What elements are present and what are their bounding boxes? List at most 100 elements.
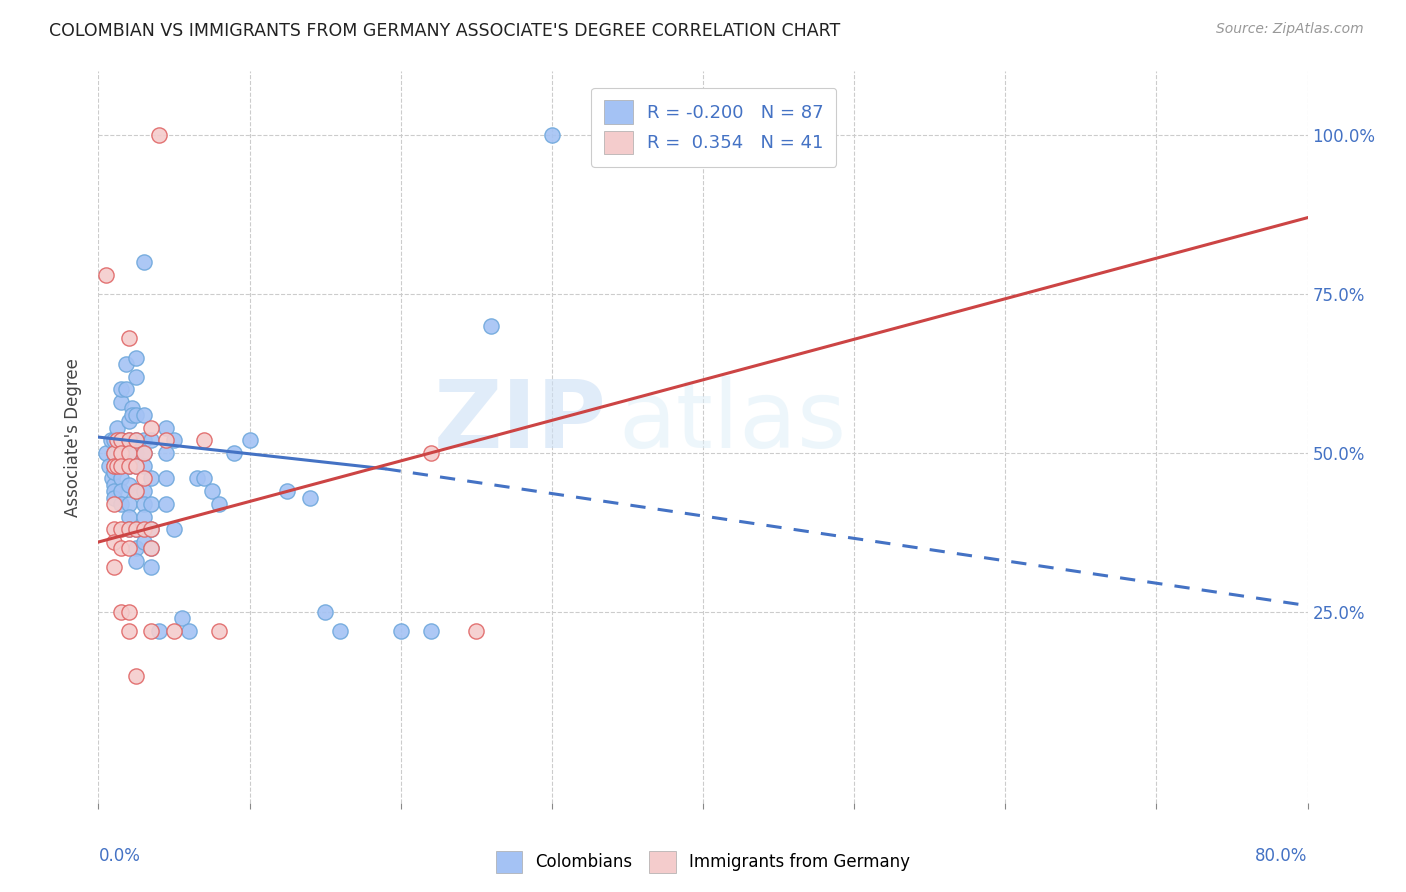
Point bbox=[118, 477, 141, 491]
Point bbox=[179, 624, 201, 638]
Point bbox=[118, 522, 141, 536]
Point bbox=[125, 408, 148, 422]
Point bbox=[118, 434, 141, 448]
Point bbox=[141, 471, 163, 485]
Point bbox=[125, 484, 148, 499]
Point bbox=[125, 484, 148, 499]
Point bbox=[110, 383, 132, 397]
Point bbox=[208, 624, 231, 638]
Point bbox=[110, 484, 132, 499]
Point bbox=[193, 471, 215, 485]
Point bbox=[118, 458, 141, 473]
Point bbox=[103, 446, 125, 460]
Point bbox=[100, 434, 122, 448]
Point bbox=[103, 446, 125, 460]
Point bbox=[132, 522, 155, 536]
Text: 80.0%: 80.0% bbox=[1256, 847, 1308, 864]
Point bbox=[125, 458, 148, 473]
Point bbox=[141, 624, 163, 638]
Point bbox=[141, 420, 163, 434]
Point bbox=[141, 560, 163, 574]
Point bbox=[125, 541, 148, 556]
Point bbox=[201, 484, 224, 499]
Point bbox=[105, 458, 128, 473]
Point bbox=[155, 434, 177, 448]
Point bbox=[125, 522, 148, 536]
Legend: Colombians, Immigrants from Germany: Colombians, Immigrants from Germany bbox=[489, 845, 917, 880]
Point bbox=[148, 624, 170, 638]
Point bbox=[132, 484, 155, 499]
Point bbox=[329, 624, 352, 638]
Point bbox=[125, 351, 148, 365]
Point bbox=[114, 357, 136, 371]
Point bbox=[103, 458, 125, 473]
Point bbox=[103, 484, 125, 499]
Point bbox=[101, 471, 124, 485]
Point bbox=[94, 268, 117, 282]
Point bbox=[125, 668, 148, 682]
Point bbox=[118, 522, 141, 536]
Point bbox=[125, 554, 148, 568]
Point bbox=[540, 128, 562, 142]
Point bbox=[114, 383, 136, 397]
Point bbox=[125, 458, 148, 473]
Point bbox=[132, 408, 155, 422]
Point bbox=[224, 446, 246, 460]
Point bbox=[110, 395, 132, 409]
Point bbox=[103, 497, 125, 511]
Point bbox=[103, 522, 125, 536]
Point bbox=[155, 497, 177, 511]
Point bbox=[132, 497, 155, 511]
Point bbox=[110, 458, 132, 473]
Point bbox=[121, 401, 143, 416]
Point bbox=[110, 605, 132, 619]
Point bbox=[155, 446, 177, 460]
Text: Source: ZipAtlas.com: Source: ZipAtlas.com bbox=[1216, 22, 1364, 37]
Y-axis label: Associate's Degree: Associate's Degree bbox=[65, 358, 83, 516]
Point bbox=[110, 522, 132, 536]
Point bbox=[103, 465, 125, 479]
Point bbox=[110, 434, 132, 448]
Point bbox=[118, 497, 141, 511]
Point bbox=[389, 624, 412, 638]
Point bbox=[118, 414, 141, 428]
Point bbox=[125, 434, 148, 448]
Point bbox=[118, 434, 141, 448]
Point bbox=[314, 605, 336, 619]
Text: COLOMBIAN VS IMMIGRANTS FROM GERMANY ASSOCIATE'S DEGREE CORRELATION CHART: COLOMBIAN VS IMMIGRANTS FROM GERMANY ASS… bbox=[49, 22, 841, 40]
Point bbox=[125, 434, 148, 448]
Point bbox=[110, 446, 132, 460]
Point bbox=[186, 471, 208, 485]
Point bbox=[170, 611, 193, 625]
Point bbox=[118, 624, 141, 638]
Point bbox=[465, 624, 488, 638]
Point bbox=[103, 458, 125, 473]
Point bbox=[103, 491, 125, 505]
Point bbox=[110, 434, 132, 448]
Point bbox=[616, 128, 638, 142]
Point bbox=[299, 491, 322, 505]
Legend: R = -0.200   N = 87, R =  0.354   N = 41: R = -0.200 N = 87, R = 0.354 N = 41 bbox=[591, 87, 837, 167]
Point bbox=[155, 471, 177, 485]
Point bbox=[141, 541, 163, 556]
Point bbox=[110, 497, 132, 511]
Point bbox=[110, 471, 132, 485]
Point bbox=[276, 484, 298, 499]
Point bbox=[132, 446, 155, 460]
Point bbox=[118, 446, 141, 460]
Point bbox=[163, 522, 186, 536]
Point bbox=[118, 446, 141, 460]
Point bbox=[141, 522, 163, 536]
Point bbox=[121, 408, 143, 422]
Point bbox=[118, 605, 141, 619]
Point bbox=[148, 128, 170, 142]
Point bbox=[103, 434, 125, 448]
Point bbox=[125, 369, 148, 384]
Point bbox=[481, 318, 503, 333]
Point bbox=[141, 522, 163, 536]
Point bbox=[132, 509, 155, 524]
Point bbox=[155, 420, 177, 434]
Point bbox=[110, 541, 132, 556]
Point bbox=[239, 434, 262, 448]
Point bbox=[141, 541, 163, 556]
